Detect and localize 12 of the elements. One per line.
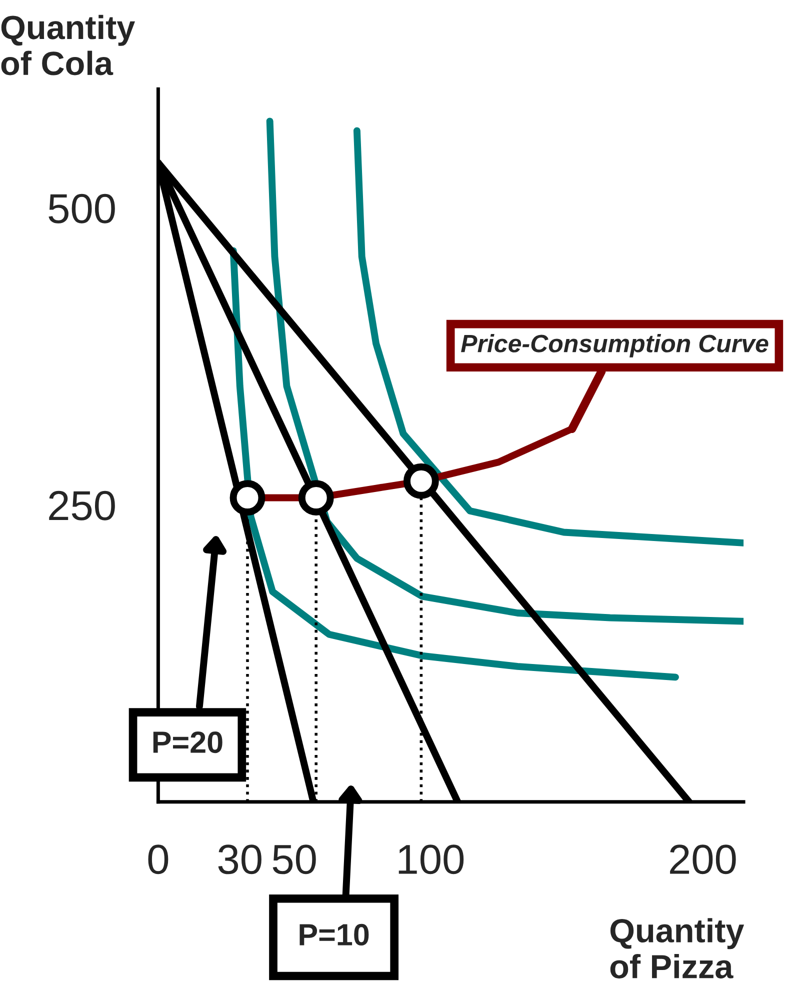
x-tick-label: 0 <box>148 844 168 874</box>
text: P=10 <box>300 924 369 946</box>
x-tick-label: 100 <box>398 844 464 874</box>
y-tick-label: 500 <box>48 194 115 224</box>
x-tick-label: 200 <box>670 844 736 874</box>
annotation: P=20 <box>153 731 222 754</box>
y-axis-title: Quantity of Cola <box>1 14 136 76</box>
x-tick-label: 30 <box>218 844 262 874</box>
x-axis-title: Quantity of Pizza <box>610 918 744 978</box>
x-tick-label: 50 <box>272 844 316 874</box>
y-tick-label: 250 <box>49 490 115 520</box>
annotation: Price-Consumption Curve <box>461 334 768 358</box>
